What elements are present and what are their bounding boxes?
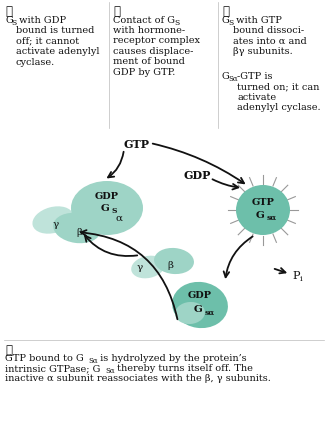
Text: G: G: [256, 211, 264, 220]
Text: S: S: [229, 18, 234, 27]
Text: ④: ④: [5, 344, 12, 357]
Text: S: S: [111, 207, 116, 215]
Text: G: G: [222, 72, 230, 81]
Text: ①: ①: [5, 5, 12, 18]
Text: γ: γ: [53, 220, 59, 229]
Text: ②: ②: [113, 5, 120, 18]
Text: ③: ③: [222, 5, 229, 18]
Text: sα: sα: [267, 214, 277, 222]
Text: S: S: [11, 18, 17, 27]
Ellipse shape: [154, 248, 194, 274]
Text: Contact of G: Contact of G: [113, 16, 175, 25]
Text: -GTP is
turned on; it can
activate
adenylyl cyclase.: -GTP is turned on; it can activate adeny…: [237, 72, 321, 112]
Text: sα: sα: [205, 309, 215, 317]
Text: G: G: [101, 203, 110, 212]
Ellipse shape: [175, 302, 205, 324]
Text: inactive α subunit reassociates with the β, γ subunits.: inactive α subunit reassociates with the…: [5, 374, 271, 383]
Text: Sα: Sα: [88, 357, 98, 365]
Text: G: G: [222, 16, 230, 25]
Text: α: α: [115, 214, 122, 223]
Text: with GDP
bound is turned
off; it cannot
activate adenylyl
cyclase.: with GDP bound is turned off; it cannot …: [16, 16, 99, 67]
Ellipse shape: [131, 256, 165, 278]
Text: GTP bound to G: GTP bound to G: [5, 354, 84, 363]
Text: GDP: GDP: [188, 291, 212, 300]
Ellipse shape: [172, 282, 228, 328]
Text: i: i: [300, 275, 303, 283]
Text: G: G: [194, 306, 202, 315]
Text: β: β: [167, 261, 173, 270]
Ellipse shape: [32, 206, 73, 234]
Text: GDP: GDP: [95, 191, 119, 200]
Text: β: β: [76, 228, 82, 237]
Text: intrinsic GTPase; G: intrinsic GTPase; G: [5, 364, 100, 373]
Ellipse shape: [53, 213, 101, 243]
Text: with GTP
bound dissoci-
ates into α and
βγ subunits.: with GTP bound dissoci- ates into α and …: [233, 16, 307, 56]
Text: Sα: Sα: [105, 366, 114, 374]
Text: S: S: [174, 18, 179, 27]
Text: γ: γ: [137, 264, 143, 273]
Text: with hormone-
receptor complex
causes displace-
ment of bound
GDP by GTP.: with hormone- receptor complex causes di…: [113, 26, 200, 77]
Text: is hydrolyzed by the protein’s: is hydrolyzed by the protein’s: [97, 354, 247, 363]
Text: G: G: [5, 16, 13, 25]
Text: GDP: GDP: [183, 169, 211, 181]
Text: GTP: GTP: [252, 197, 275, 206]
Ellipse shape: [236, 185, 290, 235]
Ellipse shape: [71, 181, 143, 235]
Text: Sα: Sα: [229, 74, 238, 83]
Text: P: P: [292, 271, 299, 281]
Text: GTP: GTP: [123, 140, 149, 151]
Text: thereby turns itself off. The: thereby turns itself off. The: [114, 364, 253, 373]
